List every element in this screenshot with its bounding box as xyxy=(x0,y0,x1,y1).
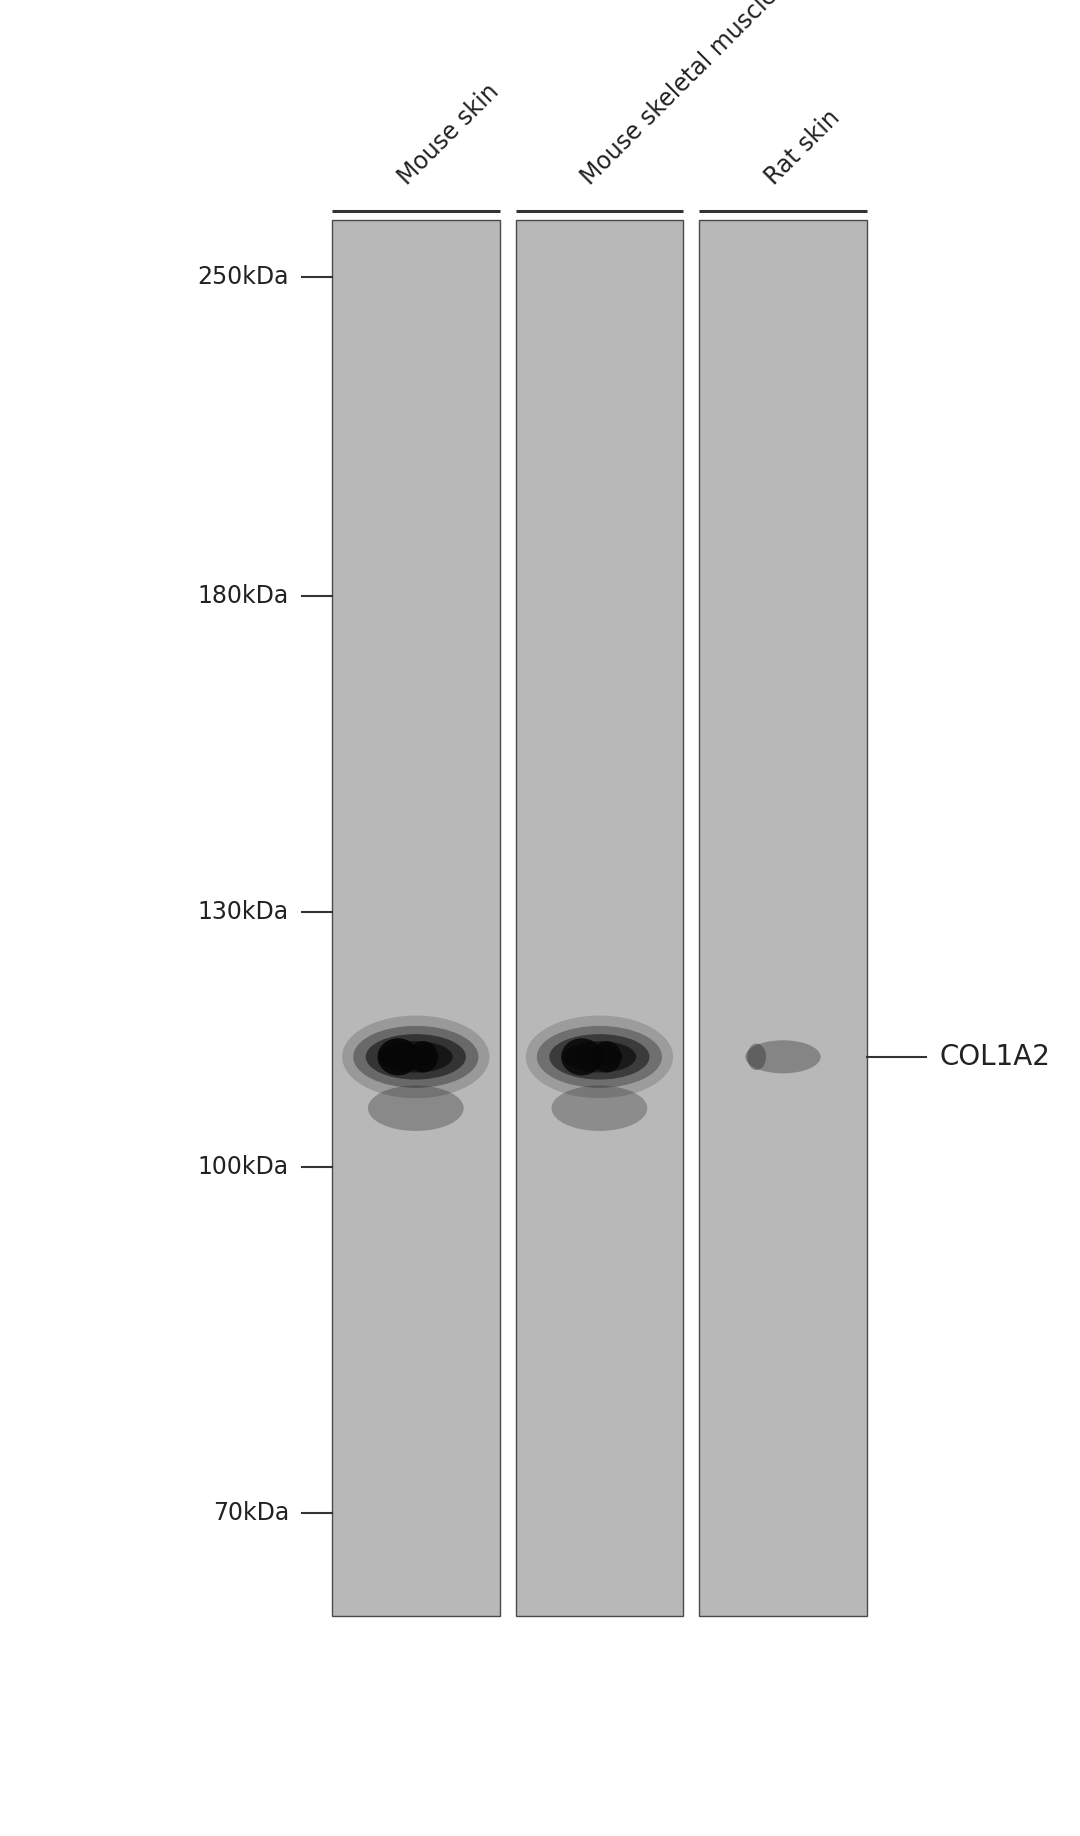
Text: 100kDa: 100kDa xyxy=(198,1155,289,1179)
Ellipse shape xyxy=(368,1085,463,1131)
Text: 70kDa: 70kDa xyxy=(213,1502,289,1526)
Bar xyxy=(516,220,684,1616)
Ellipse shape xyxy=(379,1041,453,1072)
Ellipse shape xyxy=(563,1041,636,1072)
Ellipse shape xyxy=(745,1041,821,1074)
Ellipse shape xyxy=(353,1026,478,1087)
Text: 130kDa: 130kDa xyxy=(198,900,289,924)
Ellipse shape xyxy=(392,1048,440,1067)
Bar xyxy=(700,220,867,1616)
Ellipse shape xyxy=(576,1048,623,1067)
Ellipse shape xyxy=(537,1026,662,1087)
Text: 250kDa: 250kDa xyxy=(198,264,289,288)
Ellipse shape xyxy=(408,1041,437,1072)
Text: Mouse skin: Mouse skin xyxy=(393,79,503,189)
Text: Mouse skeletal muscle: Mouse skeletal muscle xyxy=(577,0,783,189)
Bar xyxy=(333,220,500,1616)
Text: 180kDa: 180kDa xyxy=(198,584,289,608)
Ellipse shape xyxy=(550,1034,649,1080)
Ellipse shape xyxy=(747,1043,766,1070)
Text: Rat skin: Rat skin xyxy=(760,105,845,189)
Ellipse shape xyxy=(592,1041,621,1072)
Ellipse shape xyxy=(562,1037,603,1076)
Ellipse shape xyxy=(552,1085,647,1131)
Ellipse shape xyxy=(342,1015,489,1098)
Text: COL1A2: COL1A2 xyxy=(940,1043,1050,1070)
Ellipse shape xyxy=(378,1037,419,1076)
Ellipse shape xyxy=(526,1015,673,1098)
Ellipse shape xyxy=(366,1034,465,1080)
